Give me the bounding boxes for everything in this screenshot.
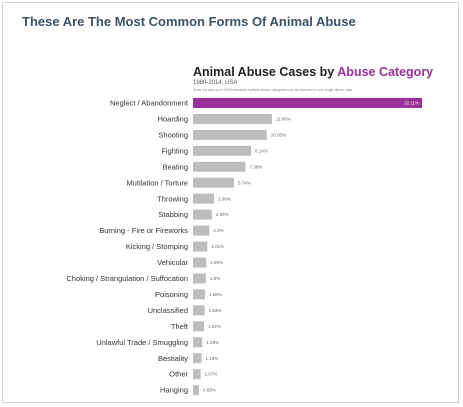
value-label: 32.11% [404, 101, 419, 106]
value-label: 0.83% [203, 388, 216, 393]
value-label: 7.36% [249, 164, 262, 169]
value-label: 1.19% [205, 356, 218, 361]
value-label: 2.01% [211, 244, 224, 249]
value-label: 8.14% [255, 148, 268, 153]
category-label: Theft [171, 322, 189, 331]
chart-title-main: Animal Abuse Cases by [193, 65, 335, 79]
bar-beating [193, 161, 246, 172]
value-label: 2.96% [218, 196, 231, 201]
value-label: 1.07% [205, 372, 218, 377]
bar-mutilation-torture [193, 177, 234, 188]
chart-note: Does not add up to 100% because multiple… [193, 88, 353, 92]
bar-hanging [193, 385, 199, 396]
category-label: Unlawful Trade / Smuggling [96, 338, 188, 347]
category-label: Choking / Strangulation / Suffocation [66, 274, 188, 283]
category-label: Poisoning [155, 290, 188, 299]
category-label: Stabbing [158, 210, 188, 219]
bar-theft [193, 321, 204, 332]
category-label: Shooting [158, 130, 188, 139]
value-label: 10.35% [271, 132, 286, 137]
value-label: 1.85% [210, 260, 223, 265]
category-label: Hanging [160, 386, 188, 395]
category-label: Mutilation / Torture [126, 178, 188, 187]
value-label: 11.06% [276, 117, 291, 122]
bar-burning-fire-or-fireworks [193, 225, 210, 236]
category-label: Bestiality [158, 354, 188, 363]
category-label: Kicking / Stomping [126, 242, 188, 251]
category-label: Burning - Fire or Fireworks [99, 226, 188, 235]
category-label: Neglect / Abandonment [110, 99, 189, 108]
bar-stabbing [193, 209, 212, 220]
chart-frame [2, 2, 459, 403]
value-label: 1.29% [206, 340, 219, 345]
value-label: 2.65% [216, 212, 229, 217]
category-label: Fighting [161, 146, 188, 155]
chart-title-accent: Abuse Category [337, 65, 434, 79]
chart-subtitle: 1980-2014, USA [193, 80, 238, 86]
page-title: These Are The Most Common Forms Of Anima… [22, 14, 356, 29]
category-label: Other [169, 370, 188, 379]
bar-neglect-abandonment [193, 97, 422, 108]
category-label: Unclassified [148, 306, 188, 315]
chart-title: Animal Abuse Cases by Abuse Category [193, 65, 433, 79]
bar-vehicular [193, 257, 207, 268]
bar-unclassified [193, 305, 205, 316]
category-label: Hoarding [158, 115, 188, 124]
bar-fighting [193, 145, 252, 156]
bar-unlawful-trade-smuggling [193, 337, 203, 348]
bar-kicking-stomping [193, 241, 208, 252]
category-label: Vehicular [157, 258, 188, 267]
bar-bestiality [193, 353, 202, 364]
value-label: 1.63% [209, 308, 222, 313]
category-label: Beating [163, 162, 188, 171]
value-label: 1.68% [209, 292, 222, 297]
value-label: 5.74% [238, 180, 251, 185]
bar-other [193, 369, 201, 380]
bar-choking-strangulation-suffocation [193, 273, 206, 284]
value-label: 1.8% [210, 276, 220, 281]
bar-hoarding [193, 113, 272, 124]
bar-shooting [193, 129, 267, 140]
bar-poisoning [193, 289, 205, 300]
value-label: 1.54% [208, 324, 221, 329]
bar-throwing [193, 193, 215, 204]
value-label: 2.3% [213, 228, 223, 233]
category-label: Throwing [157, 194, 188, 203]
